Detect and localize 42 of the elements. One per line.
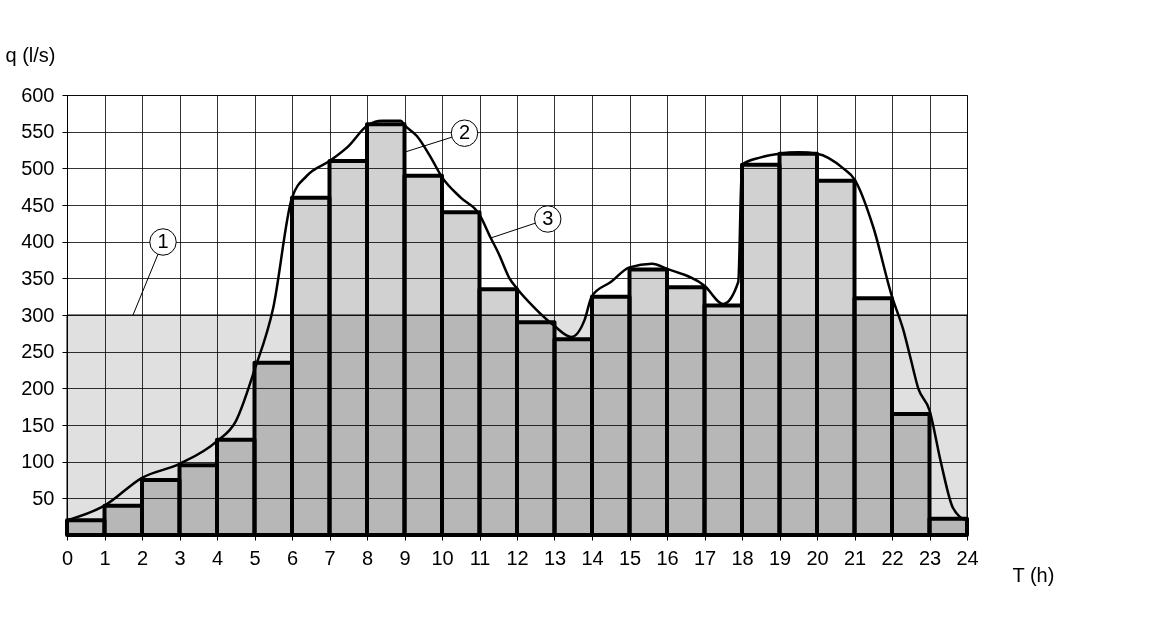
- x-tick-label: 1: [99, 546, 111, 569]
- y-tick-label: 500: [21, 156, 55, 179]
- x-tick-label: 17: [693, 546, 717, 569]
- x-tick-label: 24: [956, 546, 979, 569]
- x-tick-label: 16: [656, 546, 679, 569]
- annotation: 2: [458, 121, 471, 144]
- x-tick-label: 2: [136, 546, 149, 569]
- x-tick-label: 18: [731, 546, 754, 569]
- x-tick-label: 5: [249, 546, 261, 569]
- y-tick-label: 250: [21, 340, 55, 363]
- annotation: 1: [157, 230, 169, 252]
- y-tick-label: 50: [32, 486, 55, 509]
- x-tick-label: 23: [918, 546, 942, 569]
- x-tick-label: 7: [324, 546, 336, 569]
- y-tick-label: 600: [21, 83, 55, 106]
- x-tick-label: 15: [618, 546, 642, 569]
- y-tick-label: 200: [21, 376, 55, 399]
- x-tick-label: 12: [506, 546, 529, 569]
- y-tick-label: 350: [21, 266, 55, 289]
- x-tick-label: 4: [211, 546, 224, 569]
- x-tick-label: 6: [286, 546, 299, 569]
- x-tick-label: 22: [881, 546, 904, 569]
- x-tick-label: 21: [843, 546, 867, 569]
- x-tick-label: 0: [61, 546, 74, 569]
- x-axis-title: T (h): [1012, 563, 1055, 586]
- x-tick-label: 11: [469, 546, 491, 569]
- x-tick-label: 20: [806, 546, 829, 569]
- x-tick-label: 3: [174, 546, 186, 569]
- y-tick-label: 550: [21, 120, 55, 143]
- y-tick-label: 400: [21, 230, 55, 253]
- annotation: 3: [542, 207, 554, 229]
- y-axis-title: q (l/s): [5, 43, 56, 66]
- x-tick-label: 10: [431, 546, 454, 569]
- y-tick-label: 150: [21, 413, 55, 436]
- x-tick-label: 13: [543, 546, 567, 569]
- x-tick-label: 8: [361, 546, 374, 569]
- y-tick-label: 100: [21, 450, 55, 473]
- x-tick-label: 9: [399, 546, 411, 569]
- x-tick-label: 19: [768, 546, 792, 569]
- y-tick-label: 300: [21, 303, 55, 326]
- y-tick-label: 450: [21, 193, 55, 216]
- x-tick-label: 14: [581, 546, 604, 569]
